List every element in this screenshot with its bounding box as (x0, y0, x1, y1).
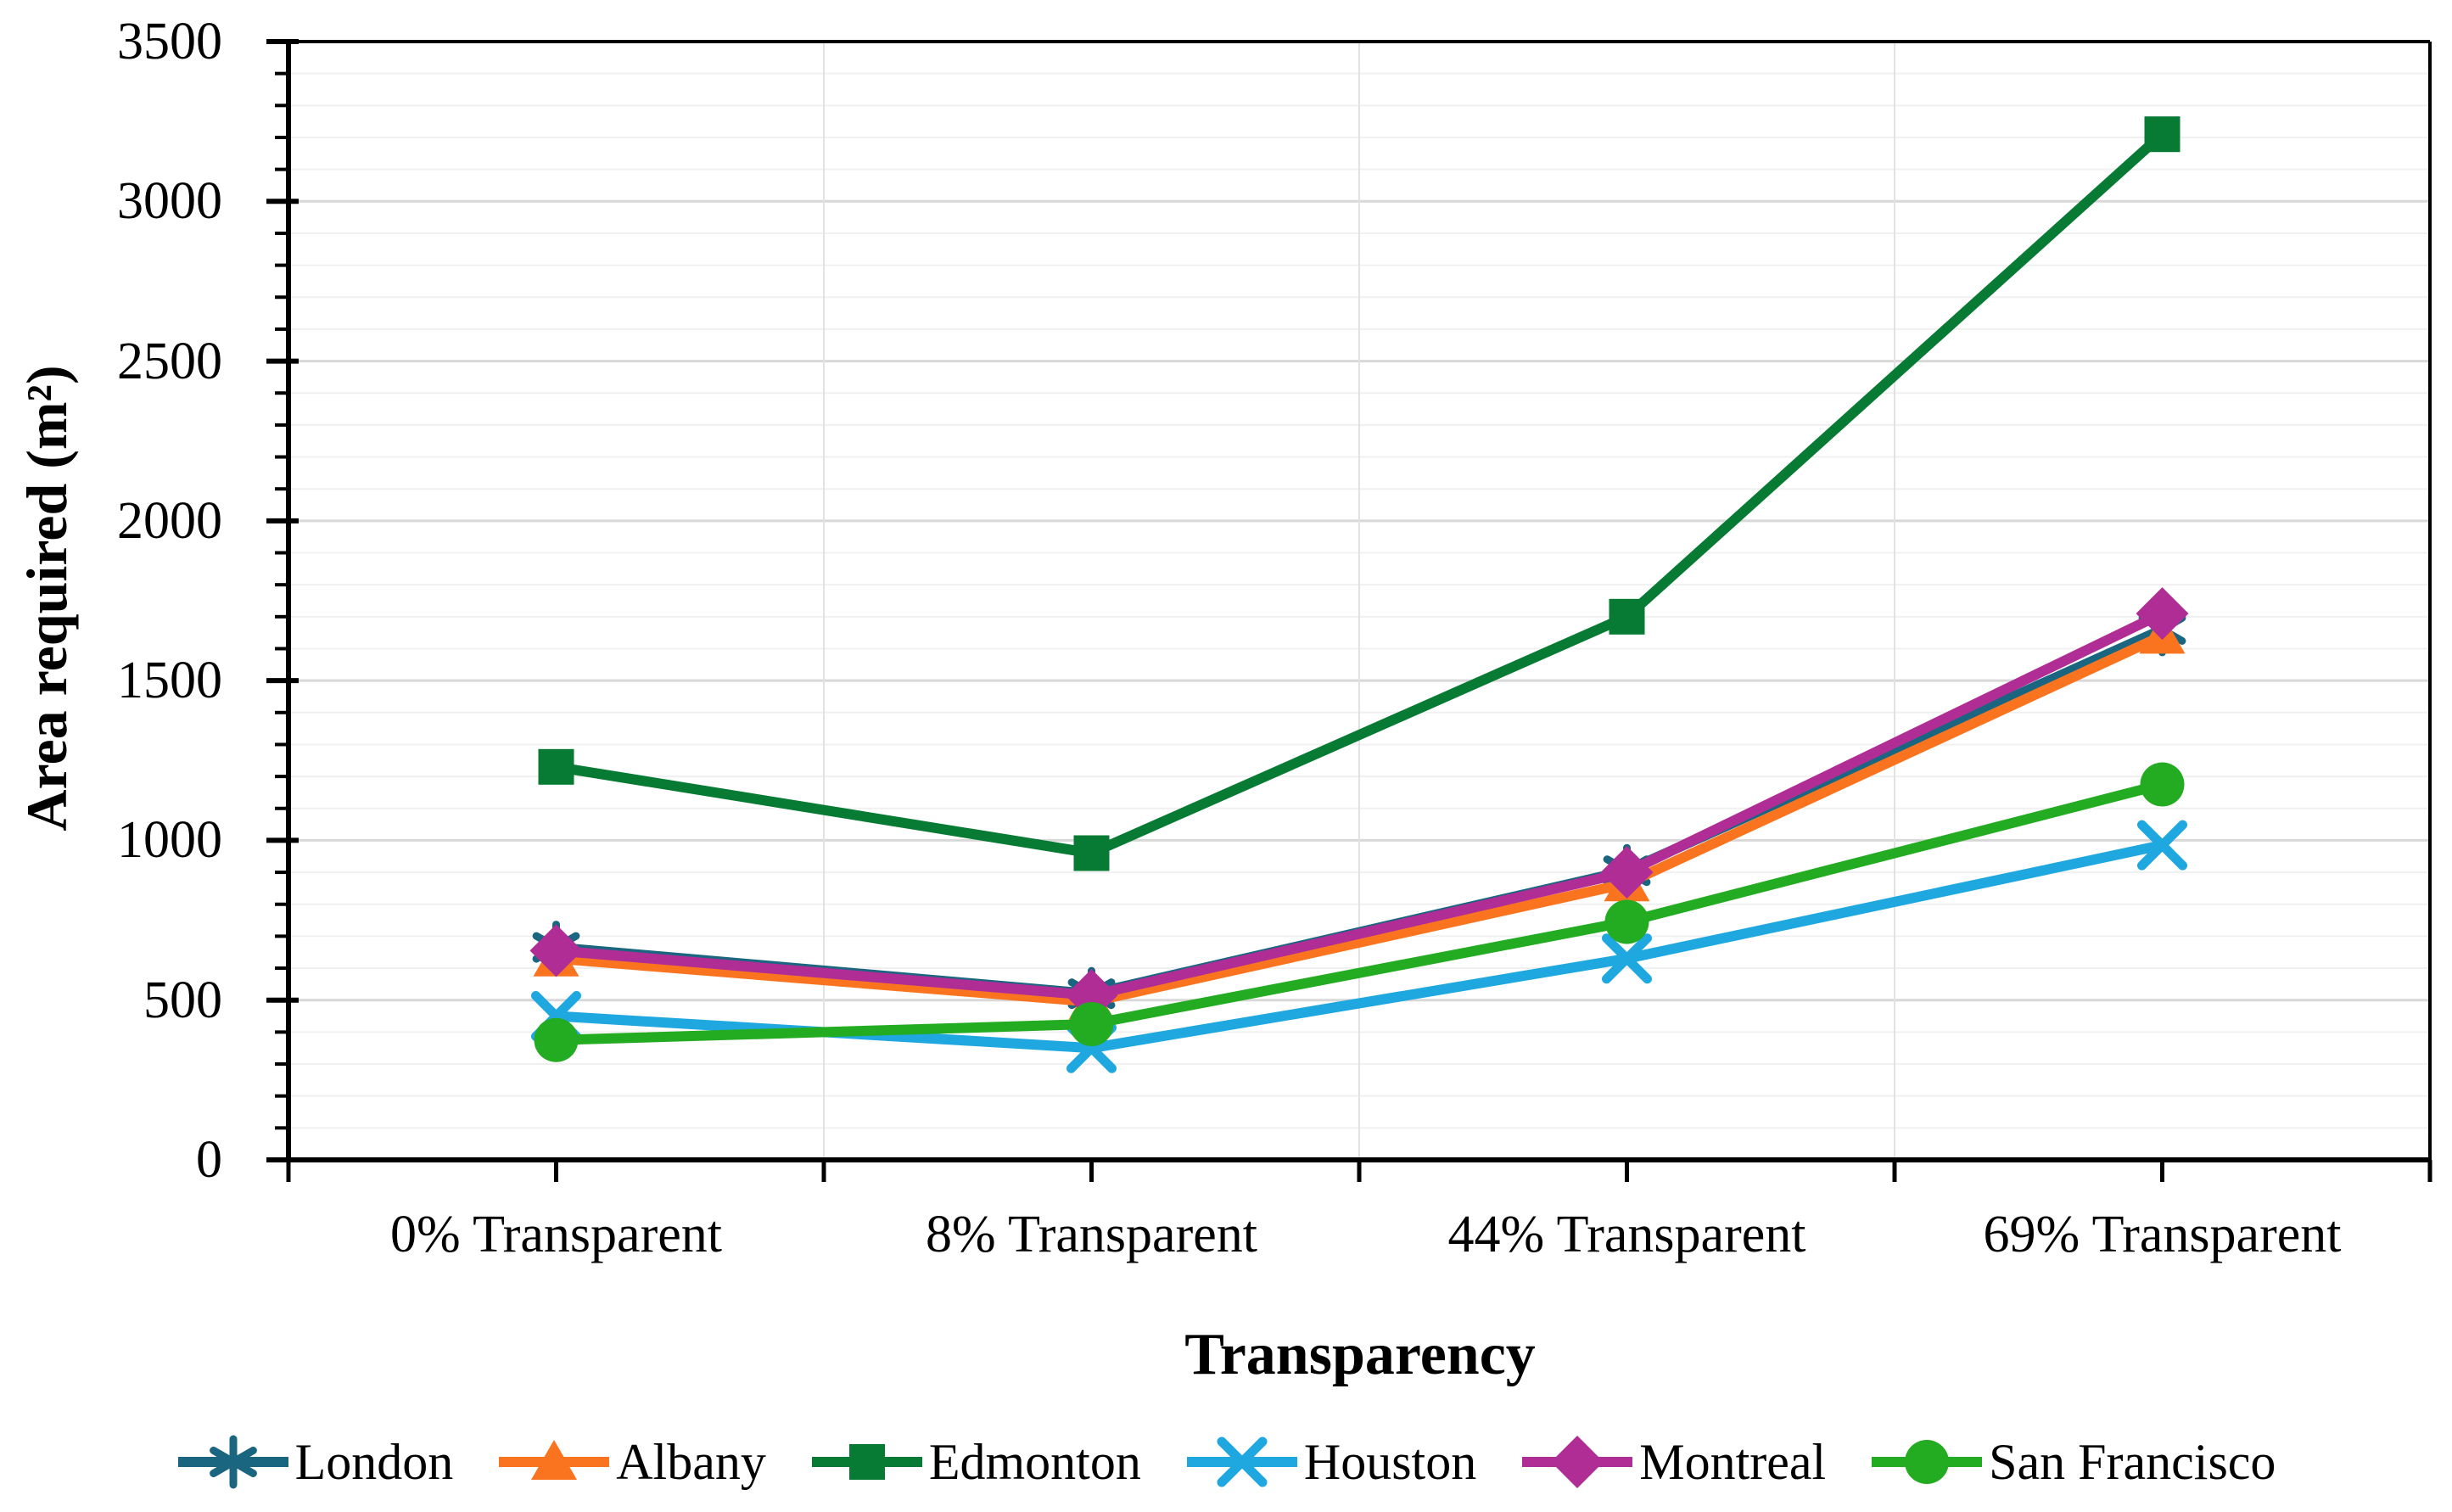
series-line (556, 779, 2164, 1045)
series-edmonton (538, 116, 2180, 871)
series-line (555, 130, 2166, 859)
x-category-label: 44% Transparent (1447, 1206, 1806, 1263)
marker-square (1609, 598, 1645, 635)
marker-circle (2140, 762, 2185, 807)
legend-label: Albany (616, 1434, 766, 1490)
marker-circle (1905, 1440, 1950, 1484)
marker-x (1602, 933, 1652, 984)
legend-label: Houston (1303, 1434, 1477, 1490)
legend-item-london: London (176, 1434, 454, 1490)
legend-item-houston: Houston (1185, 1434, 1476, 1490)
marker-asterisk (209, 1447, 257, 1477)
legend-item-montreal: Montreal (1520, 1434, 1826, 1490)
legend-item-edmonton: Edmonton (810, 1434, 1141, 1490)
legend-label: London (294, 1434, 454, 1490)
marker-square (848, 1444, 885, 1480)
legend-label: San Francisco (1989, 1434, 2276, 1490)
legend-marker (1872, 1440, 1983, 1484)
y-tick-label: 0 (196, 1131, 222, 1189)
y-tick-label: 3500 (117, 13, 222, 70)
y-tick-label: 2500 (117, 332, 222, 390)
legend-item-san-francisco: San Francisco (1870, 1434, 2276, 1490)
x-category-label: 0% Transparent (390, 1206, 722, 1263)
marker-x (2137, 820, 2187, 871)
x-axis-title: Transparency (1184, 1322, 1536, 1387)
y-tick-label: 500 (143, 971, 222, 1029)
marker-diamond (2136, 587, 2189, 641)
legend-marker (177, 1435, 288, 1489)
y-axis-title: Area required (m²) (14, 365, 79, 832)
marker-circle (534, 1017, 579, 1062)
marker-diamond (1600, 846, 1654, 899)
y-tick-label: 3000 (117, 172, 222, 231)
marker-triangle (531, 1440, 578, 1480)
legend-label: Montreal (1639, 1434, 1827, 1490)
legend-marker (811, 1444, 922, 1480)
legend-marker (499, 1440, 610, 1480)
legend-marker (1186, 1436, 1297, 1487)
marker-x (1217, 1436, 1268, 1487)
marker-circle (1604, 899, 1649, 944)
y-tick-label: 1500 (117, 652, 222, 710)
marker-circle (1069, 1001, 1114, 1046)
legend-marker (1522, 1436, 1633, 1488)
legend-item-albany: Albany (497, 1434, 766, 1490)
series-line (556, 630, 2165, 1007)
x-category-label: 69% Transparent (1983, 1206, 2342, 1263)
chart-legend: London Albany Edmonton Houston Montreal San F… (0, 1434, 2452, 1490)
marker-square (2144, 116, 2180, 153)
marker-square (538, 748, 574, 785)
marker-diamond (1551, 1436, 1604, 1488)
series-montreal (529, 587, 2189, 1022)
marker-diamond (529, 924, 583, 977)
x-category-label: 8% Transparent (926, 1206, 1257, 1263)
marker-square (1073, 835, 1110, 871)
y-tick-label: 2000 (117, 491, 222, 550)
series-line (556, 608, 2165, 1001)
y-tick-label: 1000 (117, 811, 222, 870)
series-san-francisco (534, 762, 2185, 1062)
legend-label: Edmonton (928, 1434, 1141, 1490)
